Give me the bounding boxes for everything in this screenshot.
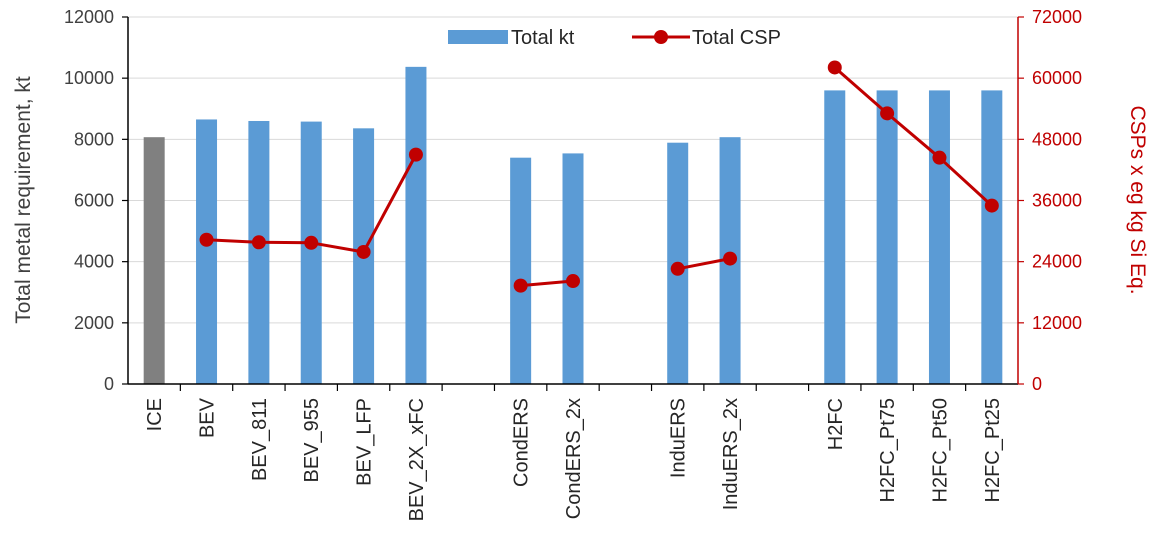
right-tick-label: 0 xyxy=(1032,374,1042,394)
category-label-h2fc: H2FC xyxy=(825,398,847,450)
csp-line-segment-3 xyxy=(677,257,731,271)
category-label-bev-955: BEV_955 xyxy=(301,398,323,483)
legend-label-total-kt: Total kt xyxy=(511,27,575,49)
left-axis-ticks: 0 2000 4000 6000 8000 10000 12000 xyxy=(64,7,128,394)
category-label-bev: BEV xyxy=(197,397,219,438)
bar-conders xyxy=(510,157,532,384)
right-tick-label: 36000 xyxy=(1032,191,1082,211)
category-label-h2fc-pt50: H2FC_Pt50 xyxy=(929,398,951,503)
bar-series-total-kt xyxy=(143,66,1003,385)
csp-point-bev-2x-xfc xyxy=(408,147,423,162)
csp-point-conders-2x xyxy=(566,274,580,289)
csp-point-bev xyxy=(199,232,214,247)
bar-h2fc-pt25 xyxy=(981,90,1003,385)
bar-bev-2x-xfc xyxy=(405,66,427,384)
category-labels: ICE BEV BEV_811 BEV_955 BEV_LFP BEV_2X_xFC Con… xyxy=(144,397,1004,521)
legend: Total kt Total CSP xyxy=(448,27,781,49)
legend-label-total-csp: Total CSP xyxy=(692,27,781,49)
category-label-conders-2x: CondERS_2x xyxy=(563,398,585,519)
csp-point-induers-2x xyxy=(723,251,738,266)
right-axis-ticks: 0 12000 24000 36000 48000 60000 72000 xyxy=(1018,7,1082,394)
line-series-total-csp xyxy=(199,60,999,293)
category-label-h2fc-pt25: H2FC_Pt25 xyxy=(982,398,1004,503)
csp-line-segment-2 xyxy=(520,279,574,288)
right-tick-label: 48000 xyxy=(1032,129,1082,149)
category-label-bev-2x-xfc: BEV_2X_xFC xyxy=(406,398,428,521)
right-tick-label: 60000 xyxy=(1032,68,1082,88)
bar-bev-955 xyxy=(300,121,322,384)
csp-point-conders xyxy=(513,278,528,293)
category-label-h2fc-pt75: H2FC_Pt75 xyxy=(877,398,899,503)
left-tick-label: 8000 xyxy=(74,129,114,149)
left-tick-label: 4000 xyxy=(74,252,114,272)
left-tick-label: 0 xyxy=(104,374,114,394)
csp-point-bev-811 xyxy=(251,235,266,250)
right-tick-label: 24000 xyxy=(1032,252,1082,272)
right-tick-label: 72000 xyxy=(1032,7,1082,27)
legend-swatch-total-kt xyxy=(448,30,508,44)
right-axis-title: CSPs x eg kg Si Eq. xyxy=(1126,105,1149,294)
bar-conders-2x xyxy=(562,153,584,384)
csp-point-h2fc-pt25 xyxy=(984,198,999,213)
category-label-induers: InduERS xyxy=(668,398,690,478)
csp-point-h2fc-pt75 xyxy=(880,106,895,121)
right-tick-label: 12000 xyxy=(1032,313,1082,333)
csp-line-segment-4 xyxy=(833,66,993,207)
category-label-ice: ICE xyxy=(144,398,166,431)
left-tick-label: 12000 xyxy=(64,7,114,27)
category-label-conders: CondERS xyxy=(511,398,533,487)
bar-h2fc xyxy=(824,90,846,385)
left-tick-label: 6000 xyxy=(74,191,114,211)
legend-marker-total-csp xyxy=(654,30,668,44)
bar-h2fc-pt75 xyxy=(876,90,898,385)
csp-point-induers xyxy=(670,261,685,276)
left-tick-label: 2000 xyxy=(74,313,114,333)
bar-bev xyxy=(196,119,218,385)
left-tick-label: 10000 xyxy=(64,68,114,88)
category-label-bev-lfp: BEV_LFP xyxy=(354,398,376,486)
csp-point-bev-lfp xyxy=(356,244,371,259)
bar-bev-811 xyxy=(248,120,270,384)
category-label-induers-2x: InduERS_2x xyxy=(720,398,742,510)
csp-point-h2fc xyxy=(827,60,842,75)
category-label-bev-811: BEV_811 xyxy=(249,398,271,481)
bar-h2fc-pt50 xyxy=(928,90,950,385)
csp-point-h2fc-pt50 xyxy=(932,150,947,165)
bar-ice xyxy=(143,137,165,384)
csp-point-bev-955 xyxy=(304,235,319,250)
left-axis-title: Total metal requirement, kt xyxy=(12,76,35,324)
